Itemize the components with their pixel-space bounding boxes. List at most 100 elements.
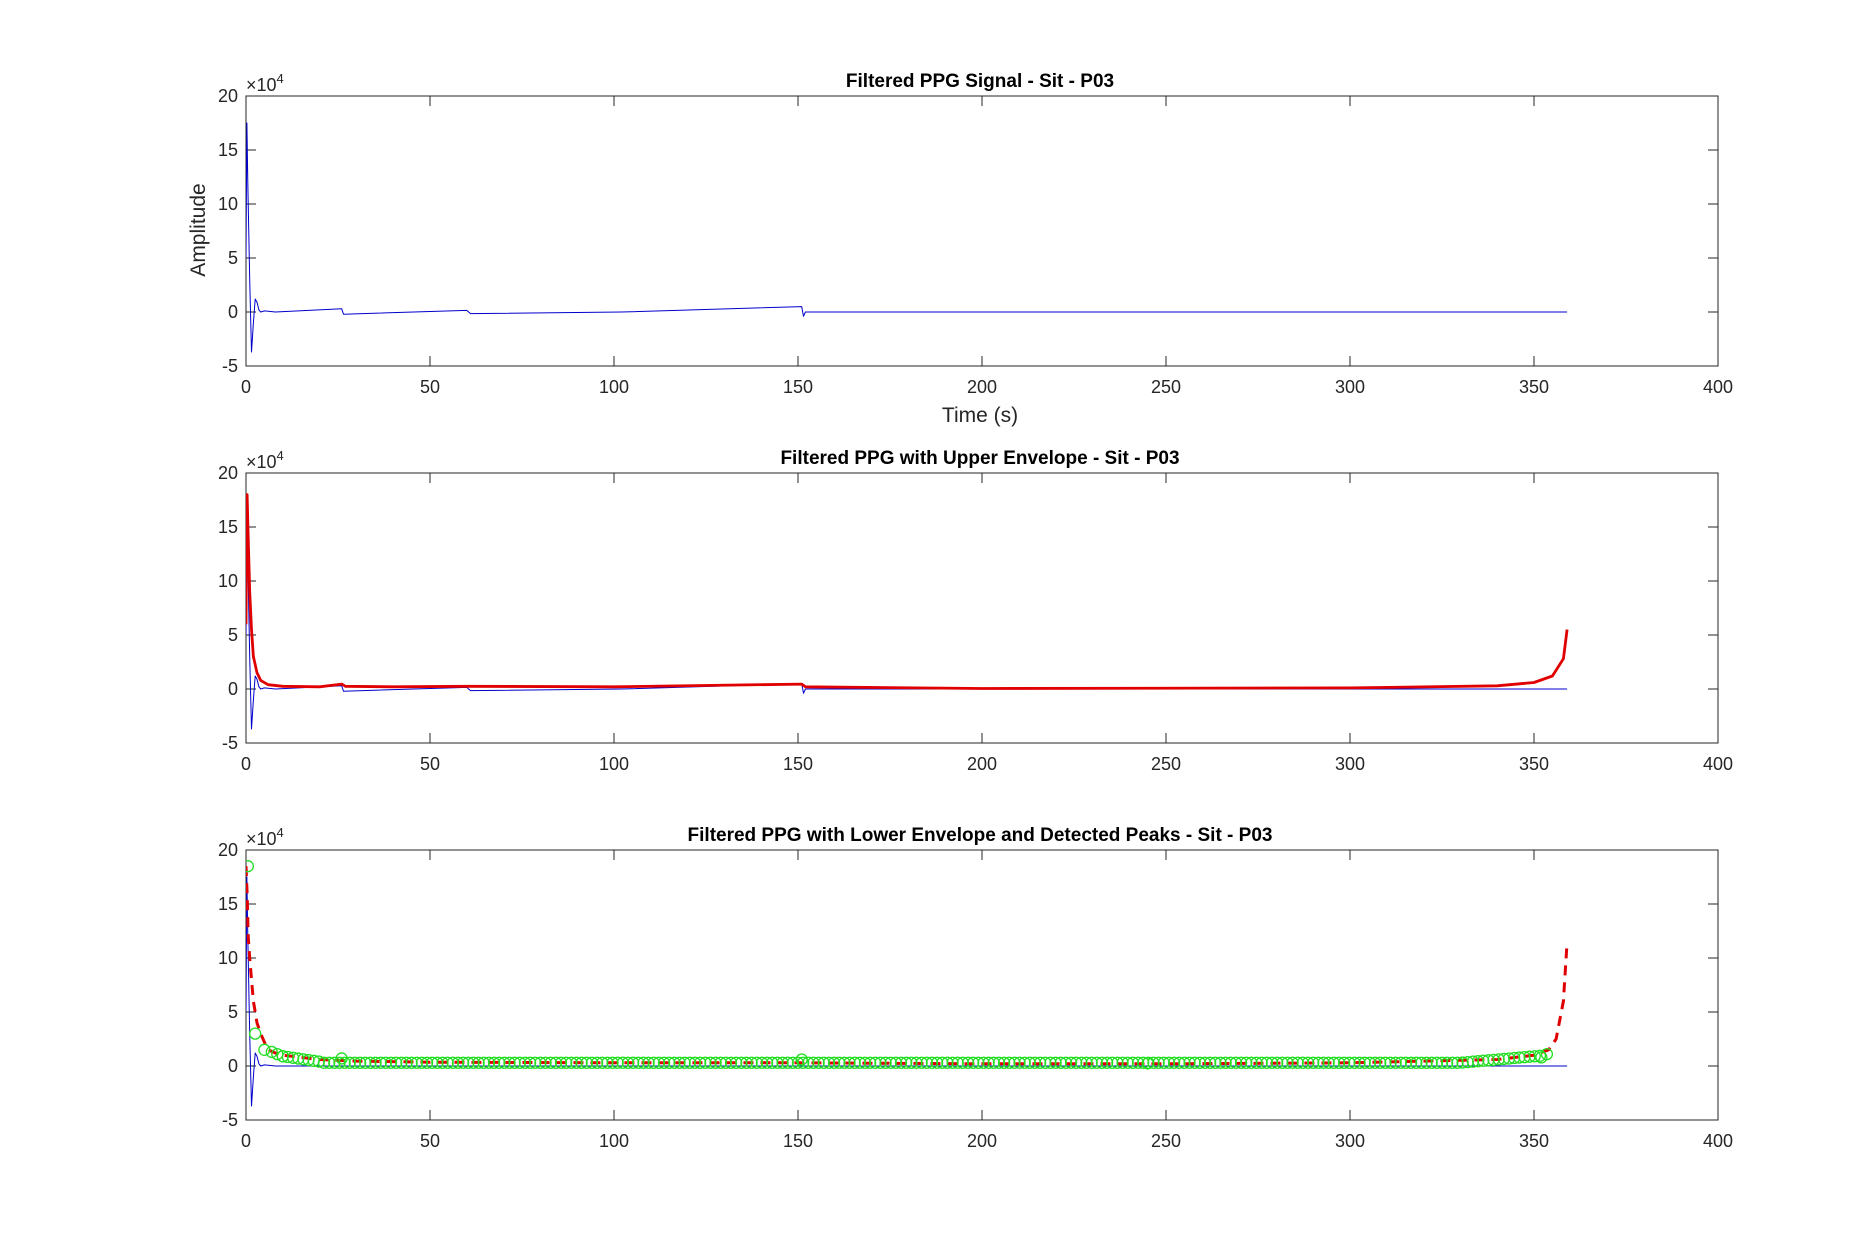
peak-marker: [1219, 1056, 1232, 1069]
peak-marker: [1358, 1056, 1371, 1069]
peak-marker: [1157, 1056, 1170, 1069]
peak-marker: [580, 1056, 593, 1069]
peak-marker: [1260, 1056, 1273, 1069]
y-tick-label: 10: [218, 948, 238, 968]
peak-marker: [920, 1056, 933, 1069]
peak-marker: [1317, 1056, 1330, 1069]
peak-marker: [858, 1056, 872, 1069]
peak-marker: [426, 1056, 439, 1069]
peak-marker: [982, 1056, 995, 1069]
peak-marker: [941, 1056, 954, 1069]
peak-marker: [915, 1056, 928, 1069]
peak-marker: [930, 1056, 944, 1069]
peak-marker: [1116, 1056, 1129, 1069]
peak-marker: [647, 1056, 660, 1069]
peak-marker: [498, 1056, 511, 1069]
peak-marker: [740, 1056, 753, 1069]
peak-marker: [807, 1056, 820, 1069]
peak-marker: [420, 1056, 434, 1069]
peak-marker: [1204, 1056, 1217, 1069]
peak-marker: [348, 1056, 362, 1069]
peak-marker: [1307, 1056, 1320, 1069]
peak-marker: [853, 1056, 866, 1069]
y-tick-label: 15: [218, 894, 238, 914]
x-tick-label: 100: [599, 1131, 629, 1151]
peak-marker: [1255, 1056, 1268, 1069]
peak-marker: [693, 1056, 707, 1069]
peak-marker: [683, 1056, 696, 1069]
x-tick-label: 50: [420, 377, 440, 397]
x-tick-label: 200: [967, 377, 997, 397]
peak-marker: [1399, 1056, 1413, 1069]
peak-marker: [1018, 1056, 1031, 1069]
peak-marker: [1374, 1056, 1387, 1069]
x-tick-label: 300: [1335, 377, 1365, 397]
y-tick-label: -5: [222, 1110, 238, 1130]
peak-marker: [1234, 1056, 1248, 1069]
peak-marker: [688, 1056, 702, 1069]
peak-marker: [1533, 1049, 1547, 1062]
peak-marker: [1121, 1056, 1134, 1069]
peak-marker: [1214, 1056, 1227, 1069]
peak-marker: [1394, 1056, 1407, 1069]
peak-marker: [1389, 1056, 1402, 1069]
peak-marker: [1363, 1056, 1377, 1069]
peak-marker: [539, 1056, 552, 1069]
peak-marker: [621, 1056, 635, 1069]
signal-line: [246, 122, 1568, 353]
y-tick-label: 20: [218, 840, 238, 860]
peak-marker: [482, 1056, 496, 1069]
peak-marker: [1126, 1056, 1140, 1069]
peak-marker: [431, 1056, 444, 1069]
peak-marker: [1245, 1056, 1258, 1069]
peak-marker: [894, 1056, 908, 1069]
peak-marker: [714, 1056, 727, 1069]
y-tick-label: -5: [222, 356, 238, 376]
peak-marker: [1343, 1056, 1356, 1069]
peak-marker: [384, 1056, 398, 1069]
x-tick-label: 100: [599, 754, 629, 774]
peak-marker: [1131, 1056, 1145, 1069]
x-tick-label: 250: [1151, 1131, 1181, 1151]
peak-marker: [802, 1056, 815, 1069]
peak-marker: [1090, 1056, 1103, 1069]
peak-marker: [1322, 1056, 1335, 1069]
peak-marker: [1111, 1056, 1124, 1069]
y-tick-label: 10: [218, 194, 238, 214]
peak-marker: [1198, 1056, 1212, 1069]
peak-marker: [1028, 1056, 1042, 1069]
peak-marker: [1410, 1056, 1423, 1069]
peak-marker: [1173, 1056, 1186, 1069]
peak-marker: [668, 1056, 681, 1069]
peak-marker: [642, 1056, 655, 1069]
peak-marker: [1003, 1056, 1016, 1069]
peak-marker: [1106, 1056, 1119, 1069]
peak-marker: [760, 1056, 774, 1069]
peak-marker: [1296, 1056, 1310, 1069]
x-tick-label: 250: [1151, 754, 1181, 774]
peak-marker: [1281, 1056, 1294, 1069]
x-tick-label: 250: [1151, 377, 1181, 397]
y-tick-label: 0: [228, 679, 238, 699]
peak-marker: [1039, 1056, 1052, 1069]
peak-marker: [822, 1056, 836, 1069]
panel-3: Filtered PPG with Lower Envelope and Det…: [218, 825, 1733, 1151]
peak-marker: [1064, 1056, 1078, 1069]
peak-marker: [1420, 1056, 1433, 1069]
y-tick-label: 10: [218, 571, 238, 591]
peak-marker: [699, 1056, 712, 1069]
peak-marker: [446, 1056, 459, 1069]
peak-marker: [719, 1056, 733, 1069]
peak-marker: [606, 1056, 619, 1069]
panel-2-series: [246, 493, 1569, 730]
peak-marker: [1384, 1056, 1397, 1069]
peak-marker: [1337, 1056, 1351, 1069]
peak-marker: [389, 1056, 403, 1069]
peak-marker: [735, 1056, 748, 1069]
peak-marker: [663, 1056, 676, 1069]
peak-marker: [678, 1056, 691, 1069]
peak-marker: [786, 1056, 799, 1069]
peak-marker: [1327, 1056, 1340, 1069]
